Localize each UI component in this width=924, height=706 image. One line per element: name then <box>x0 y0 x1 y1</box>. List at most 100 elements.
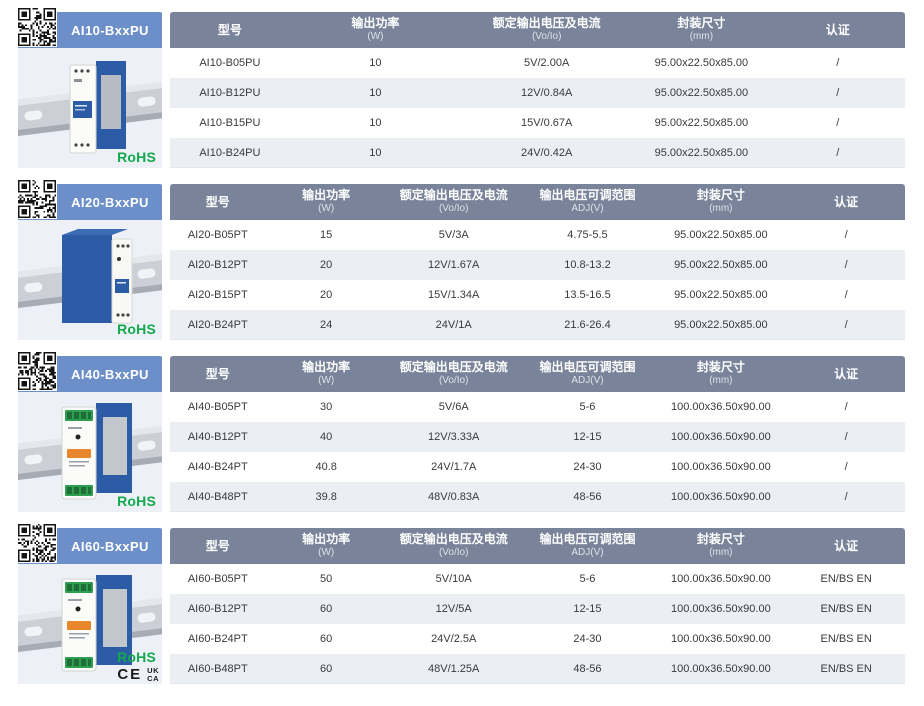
product-panel: RoHS <box>18 220 162 340</box>
table-cell: AI40-B05PT <box>187 401 248 413</box>
column-header: 封装尺寸 (mm) <box>654 356 787 392</box>
column-header: 封装尺寸 (mm) <box>654 184 787 220</box>
table-row: AI40-B48PT 39.8 48V/0.83A 48-56 100.00x36.50… <box>170 482 905 512</box>
table-cell: AI20-B12PT <box>187 259 248 271</box>
ukca-mark-icon: UK CA <box>147 666 159 683</box>
column-label: 额定输出电压及电流 <box>399 188 508 203</box>
table-cell: / <box>844 289 848 301</box>
table-cell: AI20-B15PT <box>187 289 248 301</box>
table-cell: 60 <box>320 603 333 615</box>
qr-code <box>17 179 57 219</box>
table-cell: / <box>844 319 848 331</box>
table-cell: 12V/3.33A <box>428 431 480 443</box>
column-sublabel: (Vo/Io) <box>438 375 469 387</box>
column-header: 输出功率 (W) <box>266 356 387 392</box>
din-rail-psu-graphic <box>18 61 162 154</box>
column-header: 认证 <box>770 12 905 48</box>
product-panel: RoHS <box>18 48 162 168</box>
table-cell: 95.00x22.50x85.00 <box>654 117 749 129</box>
table-row: AI10-B05PU 10 5V/2.00A 95.00x22.50x85.00 / <box>170 48 905 78</box>
column-label: 型号 <box>205 194 230 209</box>
table-row: AI60-B48PT 60 48V/1.25A 48-56 100.00x36.50x9… <box>170 654 905 684</box>
table-cell: / <box>836 117 840 129</box>
column-label: 封装尺寸 <box>696 188 745 203</box>
product-section-ai40: AI40-BxxPU RoHS 型号 输出功率 (W) 额定输出电压及电流 (Vo/Io) 输… <box>17 351 905 512</box>
table-cell: 4.75-5.5 <box>567 229 608 241</box>
table-row: AI20-B15PT 20 15V/1.34A 13.5-16.5 95.00x22.5… <box>170 280 905 310</box>
table-cell: 5V/6A <box>438 401 469 413</box>
table-cell: AI40-B12PT <box>187 431 248 443</box>
table-cell: 5-6 <box>579 573 596 585</box>
table-cell: 95.00x22.50x85.00 <box>654 57 749 69</box>
table-cell: 12-15 <box>573 431 602 443</box>
column-header: 额定输出电压及电流 (Vo/Io) <box>461 12 632 48</box>
table-cell: / <box>844 491 848 503</box>
column-header: 型号 <box>170 184 266 220</box>
din-rail-psu-graphic <box>18 575 162 672</box>
table-cell: 15 <box>320 229 333 241</box>
din-rail-psu-graphic <box>18 229 162 324</box>
table-cell: 13.5-16.5 <box>564 289 611 301</box>
table-cell: 100.00x36.50x90.00 <box>671 401 771 413</box>
column-sublabel: (Vo/Io) <box>438 547 469 559</box>
table-cell: AI10-B24PU <box>199 147 261 159</box>
column-label: 额定输出电压及电流 <box>399 360 508 375</box>
column-header: 封装尺寸 (mm) <box>654 528 787 564</box>
table-cell: 10 <box>369 87 382 99</box>
column-sublabel: (Vo/Io) <box>438 203 469 215</box>
column-label: 型号 <box>205 538 230 553</box>
column-label: 认证 <box>834 366 859 381</box>
column-label: 认证 <box>834 194 859 209</box>
table-cell: EN/BS EN <box>820 573 872 585</box>
table-cell: 60 <box>320 633 333 645</box>
product-section-ai60: AI60-BxxPU RoHS CE UK CA 型号 输出功率 (W) 额定输出电压及电流 (V… <box>17 523 905 684</box>
column-header: 输出电压可调范围 ADJ(V) <box>521 184 655 220</box>
table-cell: 12V/5A <box>435 603 472 615</box>
table-row: AI10-B15PU 10 15V/0.67A 95.00x22.50x85.00 / <box>170 108 905 138</box>
column-sublabel: (mm) <box>709 375 733 387</box>
table-cell: AI10-B15PU <box>199 117 261 129</box>
column-sublabel: ADJ(V) <box>571 375 604 387</box>
table-cell: 48-56 <box>573 663 602 675</box>
column-header: 输出功率 (W) <box>266 528 387 564</box>
column-sublabel: (mm) <box>709 203 733 215</box>
ce-mark-icon: CE <box>117 666 143 683</box>
table-row: AI60-B24PT 60 24V/2.5A 24-30 100.00x36.50x90… <box>170 624 905 654</box>
qr-code <box>17 351 57 391</box>
product-section-ai10: AI10-BxxPU RoHS 型号 输出功率 (W) 额定输出电压及电流 (Vo/Io) 封… <box>17 7 905 168</box>
column-header: 输出功率 (W) <box>266 184 387 220</box>
table-cell: 40.8 <box>315 461 337 473</box>
spec-table: 型号 输出功率 (W) 额定输出电压及电流 (Vo/Io) 输出电压可调范围 ADJ(V) 封… <box>170 528 905 684</box>
table-cell: 100.00x36.50x90.00 <box>671 573 771 585</box>
column-label: 封装尺寸 <box>696 360 745 375</box>
product-card: AI10-BxxPU RoHS <box>17 7 162 168</box>
table-cell: 95.00x22.50x85.00 <box>674 259 768 271</box>
qr-code-graphic <box>17 7 57 47</box>
ukca-bottom-label: CA <box>147 673 159 683</box>
spec-table: 型号 输出功率 (W) 额定输出电压及电流 (Vo/Io) 封装尺寸 (mm) 认证 AI10-… <box>170 12 905 168</box>
table-cell: 95.00x22.50x85.00 <box>654 147 749 159</box>
column-label: 输出功率 <box>302 360 351 375</box>
table-cell: EN/BS EN <box>820 633 872 645</box>
column-sublabel: ADJ(V) <box>571 547 604 559</box>
table-cell: 20 <box>320 289 333 301</box>
column-label: 输出功率 <box>351 16 400 31</box>
table-cell: 95.00x22.50x85.00 <box>674 289 768 301</box>
table-header-row: 型号 输出功率 (W) 额定输出电压及电流 (Vo/Io) 输出电压可调范围 ADJ(V) 封… <box>170 184 905 220</box>
column-label: 型号 <box>217 22 242 37</box>
table-cell: / <box>844 401 848 413</box>
table-cell: AI10-B05PU <box>199 57 261 69</box>
table-cell: AI10-B12PU <box>199 87 261 99</box>
table-cell: 48V/0.83A <box>428 491 480 503</box>
product-card: AI40-BxxPU RoHS <box>17 351 162 512</box>
qr-code <box>17 523 57 563</box>
table-cell: 5V/2.00A <box>524 57 570 69</box>
certification-marks: CE UK CA <box>117 666 159 683</box>
column-label: 输出功率 <box>302 188 351 203</box>
product-panel: RoHS <box>18 392 162 512</box>
table-cell: 48V/1.25A <box>428 663 480 675</box>
table-cell: 95.00x22.50x85.00 <box>654 87 749 99</box>
product-image <box>18 220 162 340</box>
table-cell: 21.6-26.4 <box>564 319 611 331</box>
column-header: 型号 <box>170 356 266 392</box>
